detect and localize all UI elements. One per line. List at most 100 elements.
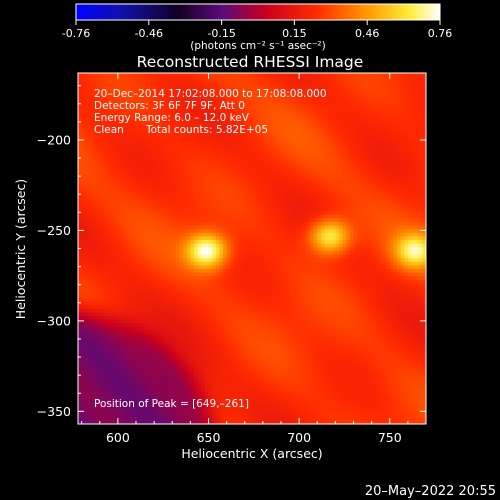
heatmap-cell — [255, 290, 260, 295]
heatmap-cell — [252, 243, 257, 248]
heatmap-cell — [255, 80, 260, 85]
heatmap-cell — [92, 416, 97, 421]
heatmap-cell — [237, 380, 242, 385]
heatmap-cell — [190, 253, 195, 259]
heatmap-cell — [146, 181, 152, 186]
heatmap-cell — [248, 351, 253, 356]
heatmap-cell — [103, 228, 108, 233]
heatmap-cell — [201, 199, 206, 204]
heatmap-cell — [172, 181, 177, 186]
heatmap-cell — [175, 402, 181, 407]
heatmap-cell — [154, 243, 159, 248]
heatmap-cell — [103, 185, 108, 190]
heatmap-cell — [99, 239, 104, 244]
heatmap-cell — [157, 300, 162, 306]
heatmap-cell — [150, 156, 155, 161]
heatmap-cell — [212, 311, 217, 317]
heatmap-cell — [161, 333, 166, 338]
heatmap-cell — [154, 253, 159, 259]
heatmap-cell — [107, 337, 112, 342]
heatmap-cell — [125, 87, 130, 92]
heatmap-cell — [114, 366, 119, 371]
heatmap-cell — [179, 319, 184, 324]
heatmap-cell — [248, 83, 253, 89]
heatmap-cell — [179, 380, 184, 385]
heatmap-cell — [172, 170, 177, 175]
heatmap-cell — [259, 217, 264, 222]
heatmap-cell — [204, 101, 210, 107]
heatmap-cell — [143, 282, 148, 288]
heatmap-cell — [136, 235, 141, 241]
heatmap-cell — [248, 373, 253, 378]
heatmap-cell — [172, 76, 177, 81]
heatmap-cell — [99, 83, 104, 89]
heatmap-cell — [85, 120, 90, 125]
heatmap-cell — [194, 185, 199, 190]
heatmap-cell — [161, 91, 166, 96]
heatmap-cell — [197, 167, 202, 172]
heatmap-cell — [186, 116, 191, 121]
heatmap-cell — [197, 264, 202, 269]
heatmap-cell — [92, 148, 97, 154]
heatmap-cell — [154, 76, 159, 81]
heatmap-cell — [259, 152, 264, 157]
heatmap-cell — [237, 134, 242, 139]
heatmap-cell — [204, 268, 210, 273]
heatmap-cell — [146, 340, 152, 345]
heatmap-cell — [139, 282, 144, 288]
heatmap-cell — [157, 167, 162, 172]
heatmap-cell — [237, 120, 242, 125]
heatmap-cell — [168, 148, 173, 154]
heatmap-cell — [233, 239, 239, 244]
heatmap-cell — [107, 348, 112, 353]
heatmap-cell — [201, 214, 206, 219]
heatmap-cell — [241, 134, 246, 139]
heatmap-cell — [244, 101, 249, 107]
heatmap-cell — [139, 326, 144, 331]
heatmap-cell — [125, 358, 130, 364]
heatmap-cell — [183, 214, 188, 219]
heatmap-cell — [165, 398, 170, 403]
heatmap-cell — [117, 203, 123, 208]
heatmap-cell — [223, 369, 228, 374]
heatmap-cell — [186, 319, 191, 324]
heatmap-cell — [194, 217, 199, 222]
heatmap-cell — [241, 177, 246, 183]
heatmap-cell — [154, 315, 159, 320]
heatmap-cell — [125, 235, 130, 241]
heatmap-cell — [197, 322, 202, 327]
heatmap-cell — [136, 362, 141, 367]
heatmap-cell — [179, 243, 184, 248]
heatmap-cell — [154, 268, 159, 273]
heatmap-cell — [103, 376, 108, 382]
heatmap-cell — [92, 384, 97, 389]
heatmap-cell — [157, 322, 162, 327]
heatmap-cell — [183, 206, 188, 212]
heatmap-cell — [121, 163, 126, 168]
heatmap-cell — [244, 264, 249, 269]
heatmap-cell — [128, 163, 133, 168]
heatmap-cell — [223, 279, 228, 284]
heatmap-cell — [96, 112, 101, 118]
heatmap-cell — [78, 221, 83, 226]
heatmap-cell — [168, 196, 173, 201]
heatmap-cell — [219, 250, 224, 255]
heatmap-cell — [219, 420, 224, 424]
heatmap-cell — [244, 116, 249, 121]
heatmap-cell — [259, 185, 264, 190]
heatmap-cell — [85, 228, 90, 233]
heatmap-cell — [165, 384, 170, 389]
heatmap-cell — [110, 181, 115, 186]
heatmap-cell — [233, 369, 239, 374]
heatmap-cell — [172, 120, 177, 125]
heatmap-cell — [107, 83, 112, 89]
heatmap-cell — [226, 163, 231, 168]
heatmap-cell — [92, 83, 97, 89]
heatmap-cell — [201, 94, 206, 99]
heatmap-cell — [150, 87, 155, 92]
heatmap-cell — [168, 87, 173, 92]
heatmap-cell — [136, 224, 141, 230]
heatmap-cell — [201, 185, 206, 190]
heatmap-cell — [204, 138, 210, 143]
heatmap-cell — [150, 366, 155, 371]
